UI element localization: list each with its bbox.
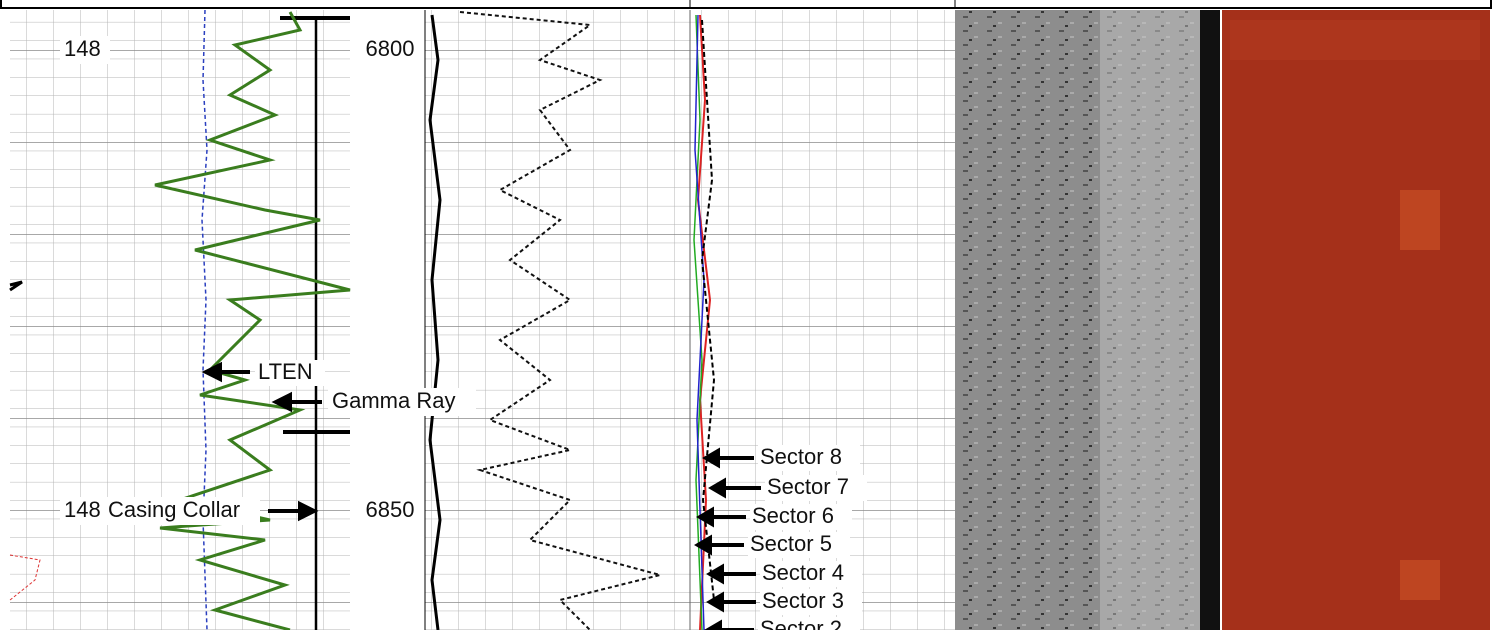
amplitude-image: [1100, 10, 1200, 630]
sector-label: Sector 3: [762, 588, 844, 613]
marker: [9, 280, 23, 292]
label-bg: [760, 561, 862, 587]
sector-label: Sector 2: [760, 616, 842, 630]
track2-curve: [459, 11, 664, 630]
label-bg: [60, 497, 260, 525]
arrow: [694, 534, 744, 556]
sector-label: Sector 7: [767, 474, 849, 499]
amplitude-image: [955, 10, 1220, 630]
scale-label: 148: [64, 497, 101, 522]
track-grid: [425, 10, 690, 630]
sector-curve: [693, 14, 703, 630]
arrow: [706, 591, 756, 613]
annotation: Casing Collar: [108, 497, 240, 522]
arrow: [201, 361, 250, 383]
arrow: [702, 447, 754, 469]
sector-label: Sector 4: [762, 560, 844, 585]
arrow: [704, 619, 754, 630]
curve: [9, 554, 41, 601]
arrow: [696, 506, 746, 528]
label-bg: [60, 36, 110, 64]
label-bg: [360, 36, 420, 64]
annotation: LTEN: [258, 359, 313, 384]
sector-label: Sector 8: [760, 444, 842, 469]
arrow: [268, 500, 319, 522]
label-bg: [750, 504, 852, 530]
sector-annotations: Sector 8 Sector 7 Sector 6 Sector 5 Sector 4…: [694, 444, 867, 630]
depth-label: 6850: [366, 497, 415, 522]
arrow: [271, 391, 322, 413]
label-bg: [255, 360, 325, 386]
label-bg: [765, 475, 867, 501]
thickness-image: [1400, 190, 1440, 250]
label-bg: [758, 445, 860, 471]
amplitude-image: [1200, 10, 1220, 630]
arrow: [706, 563, 756, 585]
depth-curve: [428, 14, 442, 630]
depth-label: 6800: [366, 36, 415, 61]
label-bg: [748, 532, 850, 558]
sector-curve: [696, 14, 712, 630]
scale-label: 148: [64, 36, 101, 61]
label-bg: [360, 497, 420, 525]
lten-curve: [201, 9, 208, 630]
sector-label: Sector 6: [752, 503, 834, 528]
label-bg: [758, 617, 860, 630]
arrow: [708, 477, 761, 499]
annotation: Gamma Ray: [332, 388, 455, 413]
header-box: [0, 0, 1492, 9]
thickness-image: [1400, 560, 1440, 600]
label-bg: [328, 388, 476, 416]
sector-label: Sector 5: [750, 531, 832, 556]
sector-curve: [694, 14, 705, 630]
label-bg: [760, 589, 862, 615]
track-grid: [10, 10, 350, 630]
thickness-image: [1230, 20, 1480, 60]
thickness-image: [1222, 10, 1490, 630]
gamma-ray-curve: [154, 11, 351, 630]
